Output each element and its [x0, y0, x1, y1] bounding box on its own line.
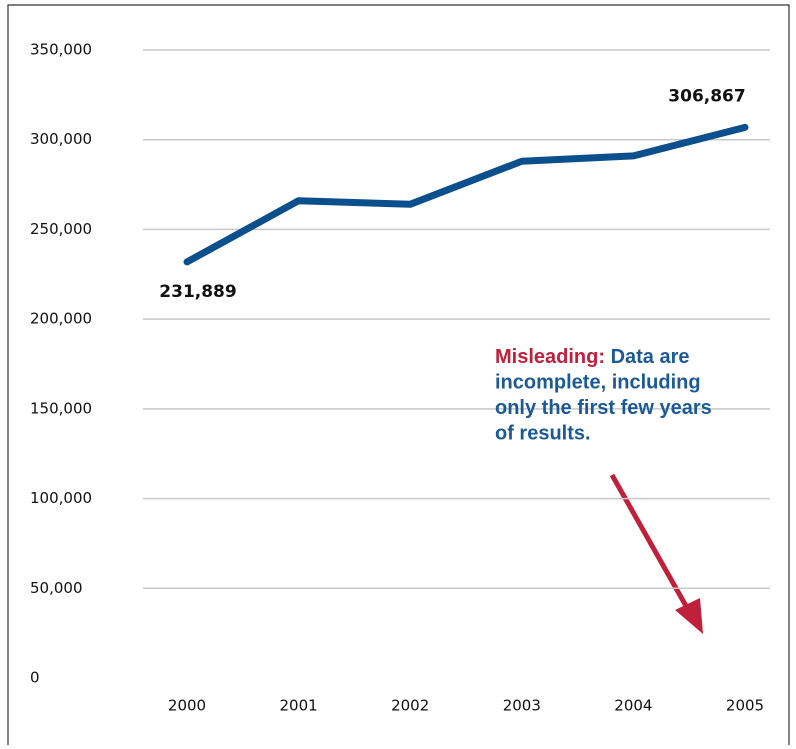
annotation-text: only the first few years: [495, 397, 712, 419]
frame: [7, 4, 790, 745]
arrow-head: [675, 598, 703, 634]
annotation-line: incomplete, including: [495, 372, 701, 394]
x-tick-label: 2001: [280, 697, 318, 715]
data-label: 231,889: [159, 282, 236, 302]
annotation-text: incomplete, including: [495, 372, 701, 394]
x-tick-label: 2004: [614, 697, 652, 715]
x-tick-label: 2002: [391, 697, 429, 715]
y-tick-label: 150,000: [30, 399, 92, 417]
y-tick-label: 100,000: [30, 489, 92, 507]
line: [183, 123, 749, 266]
x-tick-label: 2003: [503, 697, 541, 715]
annotation-line: Misleading: Data are: [495, 346, 690, 368]
data-label: 306,867: [668, 86, 745, 106]
x-tick-label: 2005: [726, 697, 764, 715]
annotation-text: Data are: [611, 346, 690, 368]
y-tick-label: 300,000: [30, 130, 92, 148]
y-tick-label: 0: [30, 669, 40, 687]
y-tick-label: 200,000: [30, 310, 92, 328]
annotation-label: Misleading:: [495, 346, 605, 368]
y-tick-label: 250,000: [30, 220, 92, 238]
y-tick-label: 50,000: [30, 579, 83, 597]
x-tick-label: 2000: [168, 697, 206, 715]
y-tick-label: 350,000: [30, 41, 92, 59]
annotation-text: of results.: [495, 423, 591, 445]
annotation-line: only the first few years: [495, 397, 712, 419]
arrow-shaft: [609, 473, 693, 615]
annotation-line: of results.: [495, 423, 591, 445]
